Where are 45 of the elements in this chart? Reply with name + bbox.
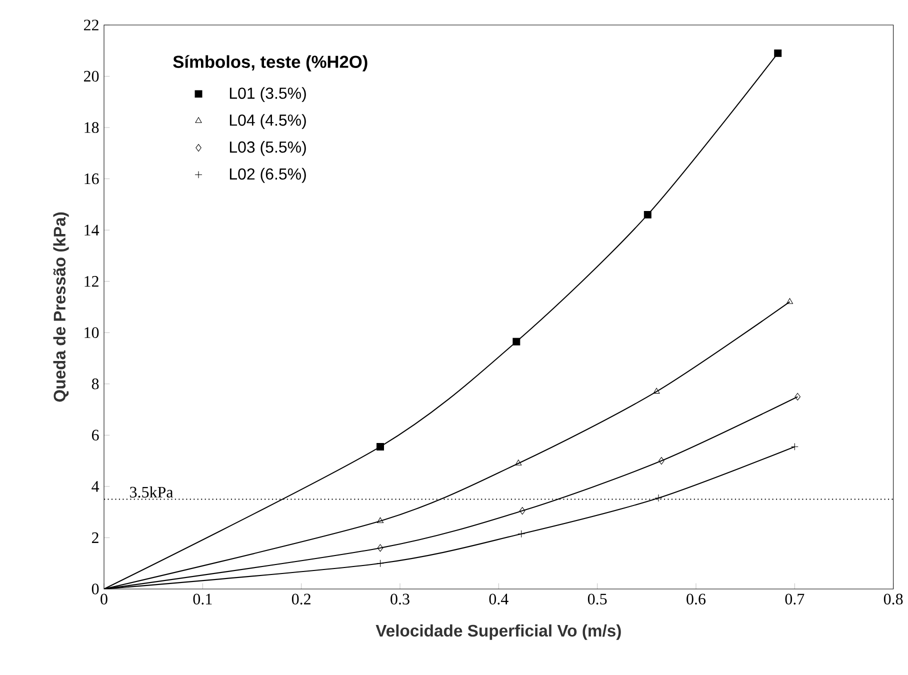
x-tick-label: 0.1 — [193, 594, 212, 605]
x-tick-label: 0.8 — [884, 594, 903, 605]
point — [515, 460, 522, 466]
legend-title: Símbolos, teste (%H2O) — [173, 55, 368, 72]
y-tick-label: 16 — [84, 173, 99, 184]
y-tick-label: 20 — [84, 70, 99, 82]
point — [512, 338, 520, 346]
y-tick-label: 2 — [92, 532, 98, 544]
y-tick-label: 0 — [92, 584, 99, 594]
point — [794, 392, 800, 400]
point — [653, 388, 660, 394]
point — [790, 442, 798, 450]
y-tick-label: 4 — [92, 481, 100, 492]
point — [644, 210, 652, 218]
point — [376, 517, 384, 524]
ref-line-label: 3.5kPa — [130, 486, 174, 498]
x-tick-label: 0 — [100, 594, 108, 604]
point — [658, 457, 664, 465]
y-tick-label: 14 — [84, 224, 100, 236]
y-tick-label: 22 — [84, 20, 98, 30]
y-tick-label: 12 — [84, 276, 98, 287]
x-tick-label: 0.2 — [292, 594, 310, 605]
x-axis-title: Velocidade Superficial Vo (m/s) — [376, 624, 621, 640]
point — [774, 49, 782, 57]
legend-label: L01 (3.5%) — [230, 87, 306, 102]
y-tick-label: 18 — [84, 122, 99, 133]
y-tick-label: 10 — [84, 327, 99, 338]
point — [376, 442, 384, 450]
legend-label: L02 (6.5%) — [230, 168, 306, 183]
y-tick-label: 8 — [92, 378, 99, 390]
point — [654, 494, 662, 502]
x-tick-label: 0.7 — [785, 594, 804, 605]
legend-label: L04 (4.5%) — [230, 114, 306, 129]
x-tick-label: 0.5 — [588, 594, 607, 605]
point — [377, 544, 384, 552]
x-tick-label: 0.3 — [390, 594, 410, 605]
point — [376, 560, 384, 568]
point — [786, 298, 793, 304]
point — [519, 507, 526, 515]
legend-label: L03 (5.5%) — [230, 141, 306, 156]
x-tick-label: 0.4 — [489, 594, 508, 605]
y-axis-title: Queda de Pressão (kPa) — [53, 212, 69, 402]
point — [518, 530, 526, 538]
y-tick-label: 6 — [92, 430, 99, 441]
x-tick-label: 0.6 — [686, 594, 706, 605]
